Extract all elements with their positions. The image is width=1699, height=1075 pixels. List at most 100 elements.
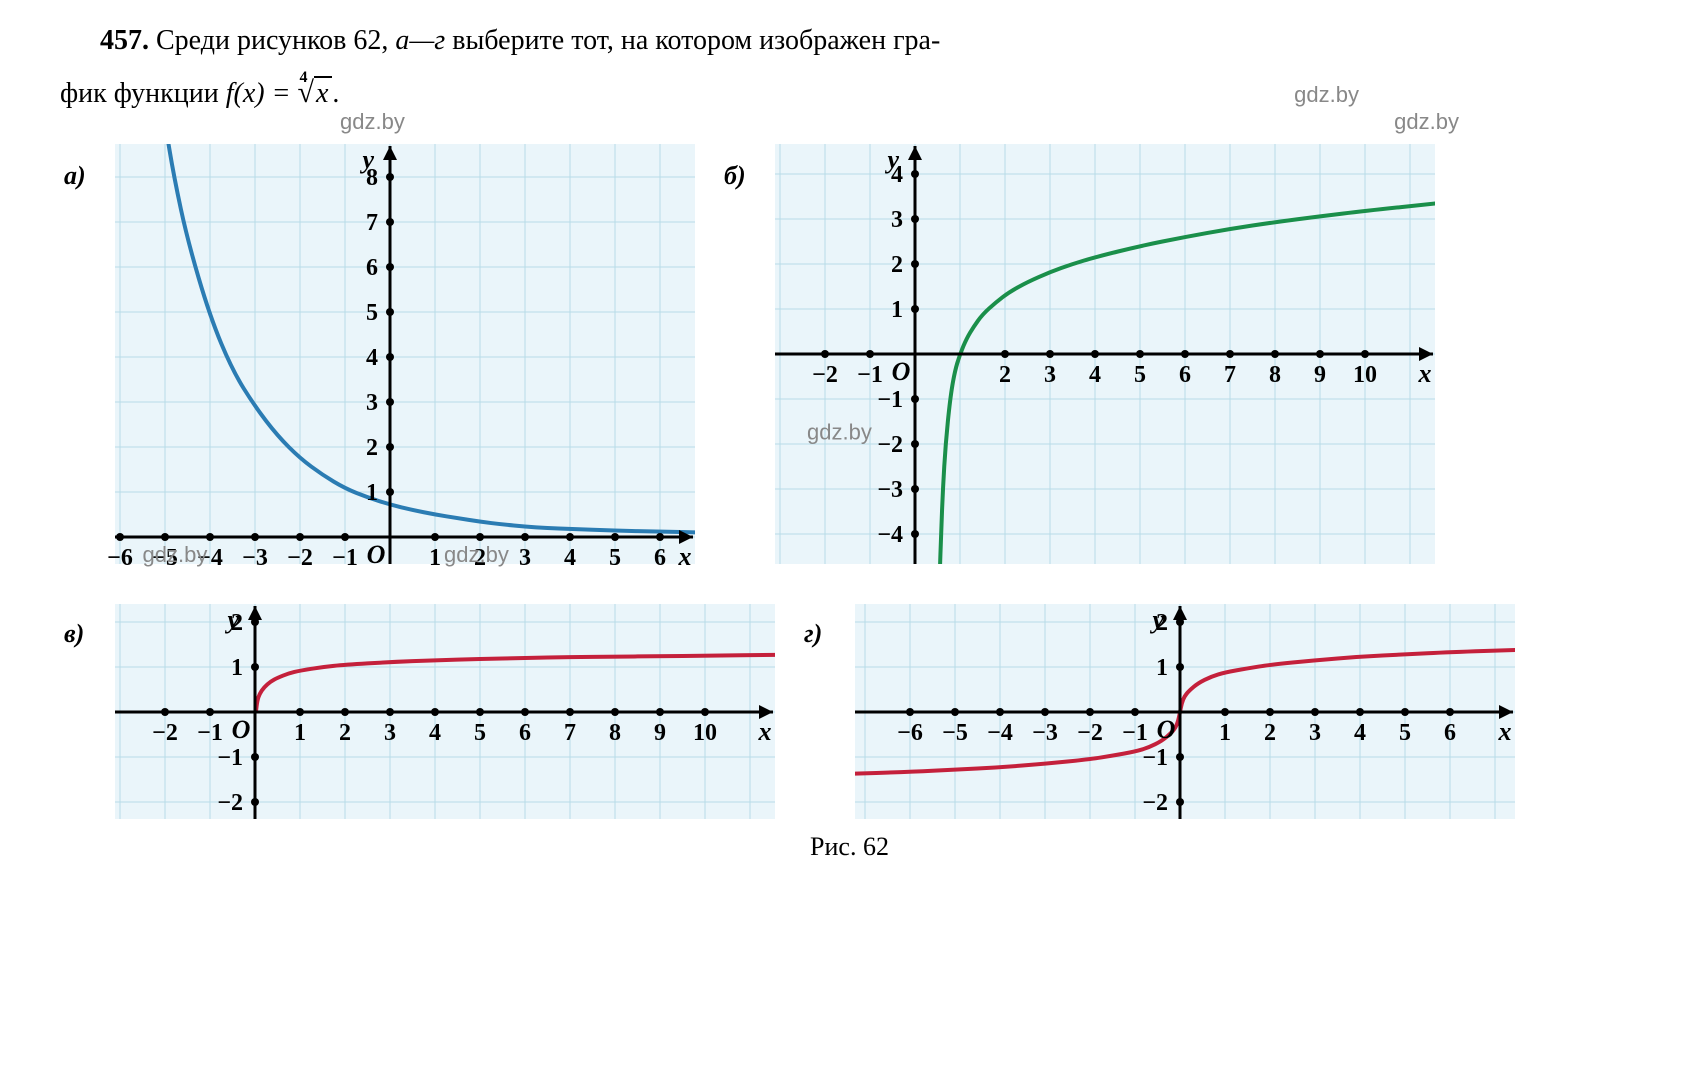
svg-text:6: 6: [1444, 720, 1456, 746]
svg-text:y: y: [224, 605, 239, 634]
svg-text:1: 1: [891, 297, 903, 323]
svg-text:−6: −6: [897, 720, 923, 746]
svg-text:−2: −2: [287, 545, 313, 569]
svg-text:3: 3: [1309, 720, 1321, 746]
svg-text:5: 5: [1399, 720, 1411, 746]
svg-text:4: 4: [429, 720, 441, 746]
problem-line2: фик функции: [60, 78, 226, 109]
svg-text:−3: −3: [1032, 720, 1058, 746]
svg-text:2: 2: [339, 720, 351, 746]
svg-text:O: O: [1157, 715, 1176, 744]
svg-text:10: 10: [1353, 362, 1377, 388]
svg-text:x: x: [758, 717, 772, 746]
svg-text:5: 5: [1134, 362, 1146, 388]
chart-v-container: в) −2−112345678910−2−112Oxy: [60, 599, 780, 824]
svg-text:−1: −1: [857, 362, 883, 388]
svg-text:y: y: [884, 145, 899, 174]
chart-g: −6−5−4−3−2−1123456−2−112Oxy: [800, 599, 1520, 824]
chart-g-container: г) −6−5−4−3−2−1123456−2−112Oxy: [800, 599, 1520, 824]
svg-text:−1: −1: [877, 387, 903, 413]
svg-text:−5: −5: [942, 720, 968, 746]
figure-caption: Рис. 62: [60, 832, 1639, 862]
svg-text:5: 5: [609, 545, 621, 569]
svg-text:6: 6: [654, 545, 666, 569]
svg-text:6: 6: [1179, 362, 1191, 388]
chart-a: −6−5−4−3−2−112345612345678Oxygdz.bygdz.b…: [60, 139, 700, 569]
svg-text:gdz.by: gdz.by: [807, 420, 872, 445]
svg-text:1: 1: [231, 655, 243, 681]
svg-text:10: 10: [693, 720, 717, 746]
svg-text:4: 4: [1089, 362, 1101, 388]
svg-text:4: 4: [564, 545, 576, 569]
svg-text:−2: −2: [812, 362, 838, 388]
svg-text:gdz.by: gdz.by: [143, 542, 208, 567]
watermark-top-left: gdz.by: [340, 109, 405, 135]
svg-text:x: x: [678, 542, 692, 569]
svg-text:7: 7: [366, 210, 378, 236]
svg-text:−2: −2: [1142, 790, 1168, 816]
svg-text:−1: −1: [1122, 720, 1148, 746]
chart-b: −2−12345678910−4−3−2−11234Oxygdz.by: [720, 139, 1440, 569]
svg-text:O: O: [232, 715, 251, 744]
svg-text:4: 4: [366, 345, 378, 371]
svg-text:3: 3: [366, 390, 378, 416]
problem-range: а—г: [395, 25, 445, 56]
svg-text:−6: −6: [107, 545, 133, 569]
root-index: 4: [299, 66, 307, 90]
func-lhs: f(x) =: [226, 78, 298, 109]
svg-text:1: 1: [366, 480, 378, 506]
svg-text:O: O: [367, 540, 386, 569]
svg-text:5: 5: [366, 300, 378, 326]
svg-text:O: O: [892, 357, 911, 386]
svg-text:−4: −4: [877, 522, 903, 548]
problem-number: 457.: [100, 25, 149, 56]
svg-text:8: 8: [609, 720, 621, 746]
svg-text:−2: −2: [877, 432, 903, 458]
svg-text:1: 1: [294, 720, 306, 746]
svg-text:2: 2: [999, 362, 1011, 388]
svg-text:9: 9: [1314, 362, 1326, 388]
svg-text:7: 7: [1224, 362, 1236, 388]
svg-text:1: 1: [429, 545, 441, 569]
svg-text:−3: −3: [877, 477, 903, 503]
problem-text-1: Среди рисунков 62,: [156, 25, 395, 56]
chart-g-label: г): [804, 619, 822, 649]
svg-text:−1: −1: [197, 720, 223, 746]
svg-text:7: 7: [564, 720, 576, 746]
svg-text:6: 6: [519, 720, 531, 746]
chart-b-label: б): [724, 161, 746, 191]
chart-a-container: а) −6−5−4−3−2−112345612345678Oxygdz.bygd…: [60, 139, 700, 569]
period: .: [332, 78, 339, 109]
svg-text:8: 8: [1269, 362, 1281, 388]
root-expr: 4 √x: [297, 70, 332, 115]
svg-text:−2: −2: [217, 790, 243, 816]
chart-v-label: в): [64, 619, 84, 649]
watermark-top-mid: gdz.by: [1394, 109, 1459, 135]
svg-text:−1: −1: [332, 545, 358, 569]
svg-text:y: y: [359, 145, 374, 174]
svg-text:−1: −1: [217, 745, 243, 771]
svg-text:−4: −4: [987, 720, 1013, 746]
svg-text:−3: −3: [242, 545, 268, 569]
chart-b-container: б) −2−12345678910−4−3−2−11234Oxygdz.by: [720, 139, 1440, 569]
svg-text:x: x: [1418, 359, 1432, 388]
problem-statement: 457. Среди рисунков 62, а—г выберите тот…: [60, 20, 1639, 62]
svg-text:−2: −2: [152, 720, 178, 746]
svg-text:6: 6: [366, 255, 378, 281]
svg-text:3: 3: [1044, 362, 1056, 388]
svg-text:3: 3: [519, 545, 531, 569]
svg-text:4: 4: [1354, 720, 1366, 746]
svg-text:gdz.by: gdz.by: [444, 542, 509, 567]
problem-text-2: выберите тот, на котором изображен гра-: [445, 25, 940, 56]
svg-text:y: y: [1149, 605, 1164, 634]
svg-text:2: 2: [891, 252, 903, 278]
svg-text:−1: −1: [1142, 745, 1168, 771]
svg-text:3: 3: [384, 720, 396, 746]
svg-text:1: 1: [1219, 720, 1231, 746]
svg-text:5: 5: [474, 720, 486, 746]
svg-text:3: 3: [891, 207, 903, 233]
svg-text:9: 9: [654, 720, 666, 746]
svg-text:2: 2: [366, 435, 378, 461]
chart-v: −2−112345678910−2−112Oxy: [60, 599, 780, 824]
svg-text:−2: −2: [1077, 720, 1103, 746]
